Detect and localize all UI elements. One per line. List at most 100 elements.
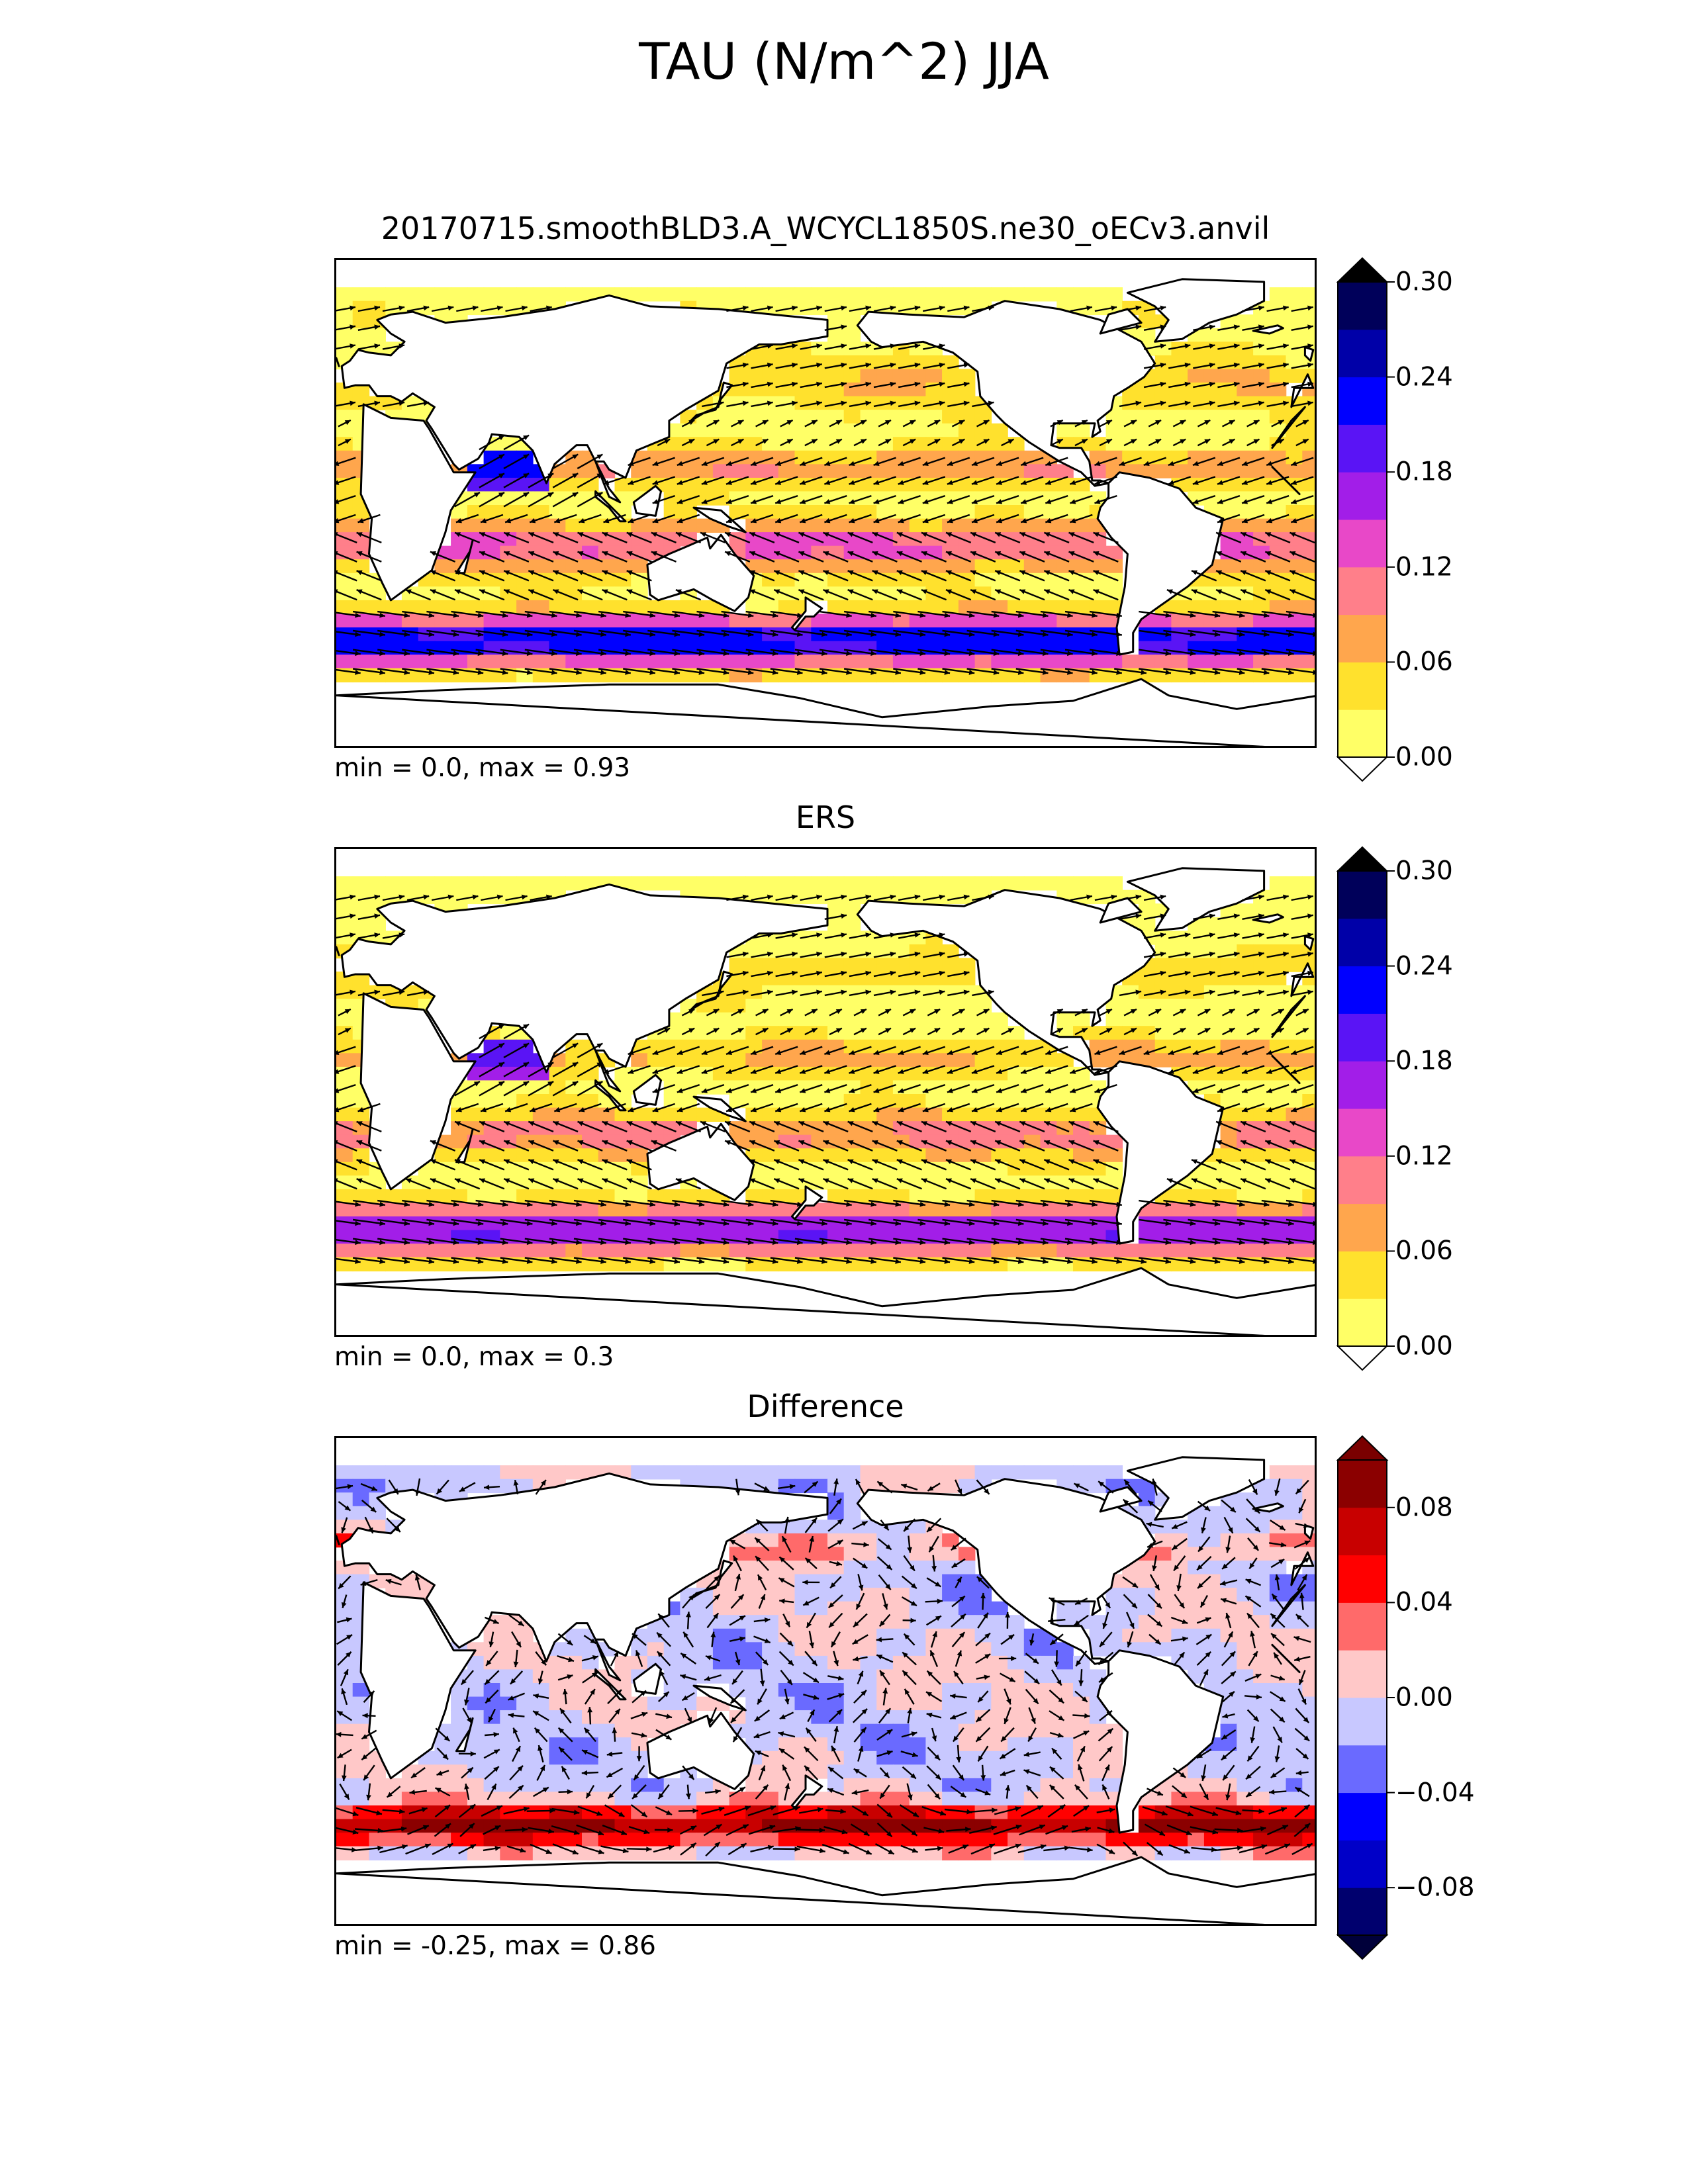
field-cell [974, 410, 992, 424]
field-cell [483, 586, 501, 601]
panel-2-title: ERS [795, 799, 856, 835]
vector-arrowhead [865, 894, 871, 900]
field-cell [1008, 437, 1025, 451]
vector-arrowhead [963, 381, 970, 387]
vector-arrow [1286, 629, 1315, 635]
field-cell [467, 1161, 485, 1177]
field-cell [516, 532, 534, 547]
field-cell [369, 1244, 386, 1258]
vector-arrowhead [919, 1240, 925, 1246]
vector-arrowhead [455, 532, 461, 537]
field-cell [1220, 1175, 1238, 1190]
vector-arrowhead [602, 532, 608, 537]
field-cell [336, 586, 353, 601]
field-cell [385, 1203, 402, 1217]
field-cell [1203, 477, 1221, 492]
vector-arrow [843, 1199, 876, 1206]
field-cell [942, 614, 959, 628]
vector-arrow [352, 1218, 385, 1225]
vector-arrow [451, 1218, 484, 1225]
vector-arrowhead [496, 894, 503, 900]
field-cell [1203, 1039, 1221, 1054]
field-cell [958, 1230, 976, 1244]
panel-1-colorbar [1336, 257, 1395, 782]
vector-arrowhead [1017, 631, 1024, 637]
vector-arrowhead [504, 1140, 510, 1146]
field-cell [680, 491, 697, 506]
field-cell [876, 518, 894, 533]
vector-arrowhead [674, 631, 680, 637]
field-cell [631, 876, 648, 891]
vector-arrow [1139, 649, 1172, 655]
field-cell [958, 1094, 976, 1109]
vector-arrowhead [1242, 1107, 1248, 1113]
vector-arrow [819, 649, 852, 655]
vector-arrowhead [455, 518, 462, 523]
field-cell [631, 1175, 648, 1190]
field-cell [925, 985, 943, 999]
field-cell [1040, 1107, 1057, 1122]
field-cell [991, 1189, 1008, 1204]
vector-arrow [1237, 629, 1270, 636]
vector-arrowhead [379, 612, 385, 618]
field-cell [614, 518, 632, 533]
field-cell [778, 1203, 796, 1217]
vector-arrowhead [798, 570, 805, 575]
field-cell [483, 450, 501, 465]
vector-arrowhead [983, 1028, 990, 1033]
field-cell [1269, 1203, 1287, 1217]
vector-arrowhead [774, 1159, 780, 1164]
field-cell [745, 355, 763, 370]
field-cell [794, 396, 812, 410]
vector-arrowhead [1263, 1259, 1270, 1264]
field-cell [876, 1148, 894, 1163]
field-cell [1203, 450, 1221, 465]
vector-arrowhead [1302, 439, 1309, 444]
field-cell [1269, 1094, 1287, 1109]
field-cell [516, 641, 534, 655]
vector-arrow [1188, 1238, 1221, 1244]
vector-arrowhead [816, 400, 822, 406]
vector-arrowhead [1116, 670, 1122, 675]
colorbar-segment [1338, 1298, 1387, 1347]
vector-arrowhead [922, 1088, 929, 1093]
vector-arrowhead [430, 551, 436, 557]
field-cell [549, 1094, 566, 1109]
field-cell [500, 518, 517, 533]
field-cell [516, 287, 534, 302]
vector-arrowhead [453, 612, 459, 618]
vector-arrowhead [1008, 1028, 1014, 1033]
vector-arrowhead [939, 343, 945, 349]
vector-arrow [524, 610, 557, 617]
field-cell [680, 1026, 697, 1040]
vector-arrowhead [811, 1028, 818, 1033]
vector-arrowhead [1307, 381, 1313, 387]
field-cell [549, 1244, 566, 1258]
field-cell [991, 491, 1008, 506]
vector-arrowhead [885, 439, 891, 444]
vector-arrowhead [404, 651, 410, 657]
vector-arrowhead [602, 1178, 608, 1183]
field-cell [631, 518, 648, 533]
field-cell [1188, 477, 1205, 492]
field-cell [876, 545, 894, 561]
field-cell [565, 287, 583, 302]
vector-arrowhead [792, 970, 798, 976]
field-cell [352, 600, 370, 615]
colorbar-tick-label: 0.06 [1395, 1236, 1453, 1266]
field-cell [762, 1066, 779, 1081]
field-cell [762, 464, 779, 478]
field-cell [647, 1244, 665, 1258]
vector-arrowhead [1204, 439, 1211, 444]
field-cell [516, 1244, 534, 1258]
vector-arrowhead [356, 1140, 363, 1146]
field-cell [843, 355, 861, 370]
field-cell [860, 1053, 877, 1068]
field-cell [1040, 1189, 1057, 1204]
field-cell [1253, 1230, 1270, 1244]
vector-arrowhead [1242, 518, 1248, 523]
field-cell [565, 1080, 583, 1095]
vector-arrowhead [996, 518, 1003, 523]
vector-arrowhead [821, 631, 827, 637]
field-cell [991, 1203, 1008, 1217]
